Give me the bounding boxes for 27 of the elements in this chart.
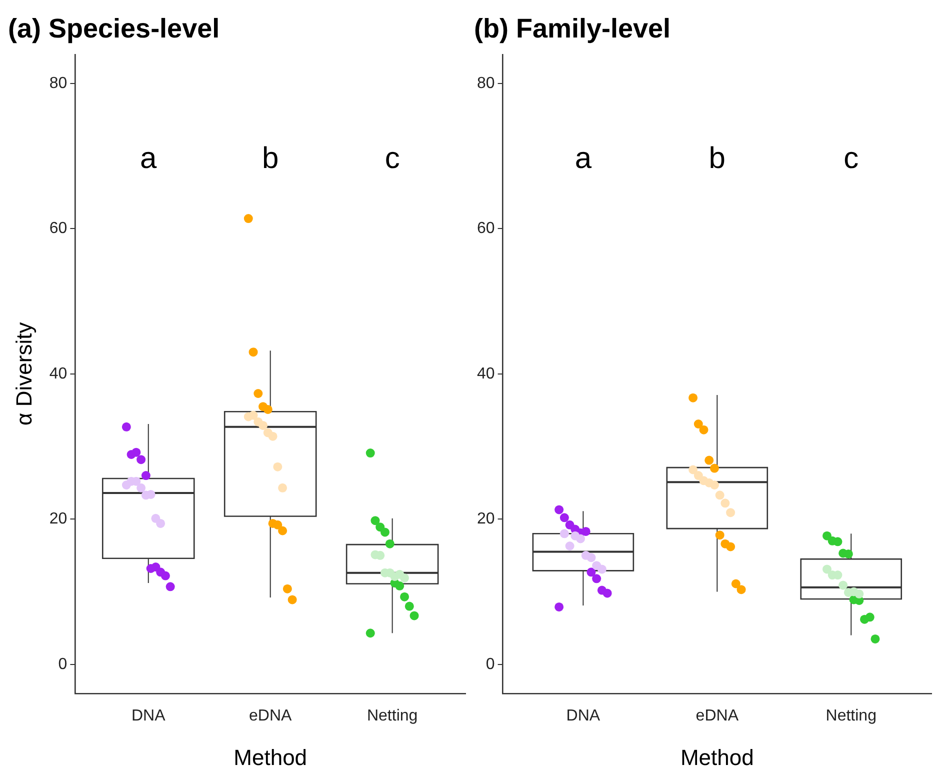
y-tick-label: 60 [477,220,495,238]
annotation: a [140,142,158,176]
x-tick-label: DNA [566,707,600,724]
x-tick-label: Netting [826,707,876,724]
x-tick-label: Netting [366,707,418,724]
annotation: b [262,142,279,176]
x-tick-label: DNA [131,707,166,724]
x-axis-title: Method [234,744,308,770]
y-tick-label: 0 [486,656,495,673]
y-tick-label: 80 [477,74,495,92]
x-tick-label: eDNA [696,707,739,724]
y-tick-label: 60 [49,220,68,238]
y-axis-title: α Diversity [11,322,36,426]
annotation: c [384,142,400,176]
y-tick-label: 20 [49,510,68,528]
chart-title: (a) Species-level [8,14,220,44]
y-tick-label: 80 [49,74,68,92]
chart-title: (b) Family-level [474,14,671,44]
annotation: b [708,142,726,176]
x-axis-title: Method [680,744,754,770]
annotation: c [844,142,859,176]
annotation: a [574,142,592,176]
y-tick-label: 40 [49,365,68,382]
y-tick-label: 20 [477,510,495,528]
x-tick-label: eDNA [249,707,292,724]
y-tick-label: 0 [58,656,68,673]
y-tick-label: 40 [477,365,495,382]
